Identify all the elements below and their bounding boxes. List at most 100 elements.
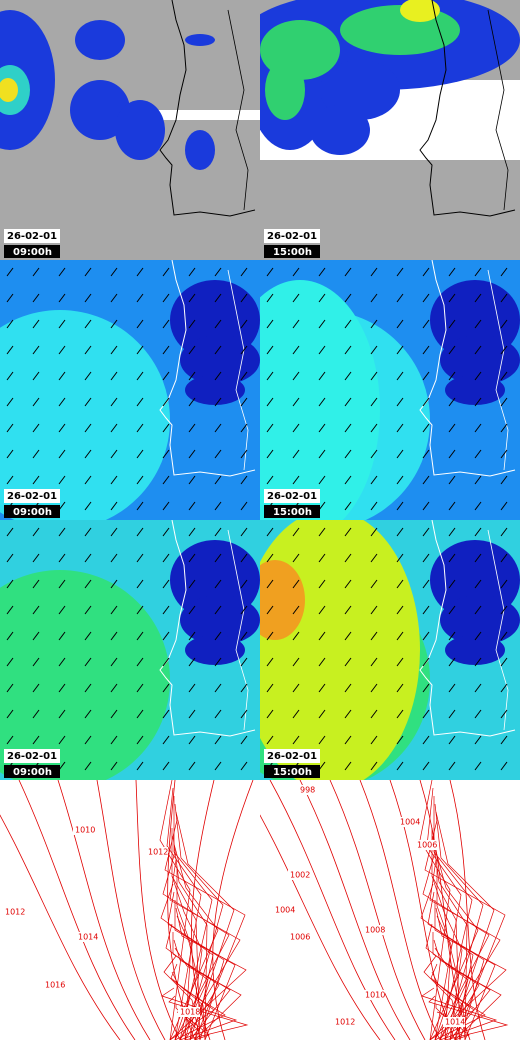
isobar	[175, 811, 235, 1040]
wind-arrow	[58, 683, 66, 693]
wind-arrow	[448, 605, 456, 615]
wind-arrow	[344, 475, 352, 485]
wind-arrow	[110, 449, 118, 459]
label-bg	[73, 825, 95, 835]
wind-arrow	[266, 423, 274, 433]
wind-arrow	[396, 397, 404, 407]
wind-arrow	[214, 605, 222, 615]
wind-arrow	[110, 501, 118, 511]
label-bg	[76, 932, 98, 942]
time-bg	[264, 765, 320, 778]
wind-arrow	[84, 371, 92, 381]
wind-arrow	[474, 475, 482, 485]
field	[260, 560, 305, 640]
wind-arrow	[136, 605, 144, 615]
isobar	[164, 819, 246, 1040]
wind-arrow	[188, 293, 196, 303]
wind-arrow	[110, 319, 118, 329]
date-bg	[4, 229, 60, 243]
wind-arrow	[500, 475, 508, 485]
wind-arrow	[58, 631, 66, 641]
wind-arrow	[448, 423, 456, 433]
wind-arrow	[474, 553, 482, 563]
wind-arrow	[448, 657, 456, 667]
wind-arrow	[448, 345, 456, 355]
field	[440, 595, 520, 645]
wind-arrow	[32, 293, 40, 303]
wind-arrow	[84, 657, 92, 667]
wind-arrow	[58, 657, 66, 667]
wind-arrow	[162, 527, 170, 537]
wind-arrow	[32, 397, 40, 407]
isobar-label: 1008	[365, 926, 385, 935]
wind-arrow	[84, 605, 92, 615]
isobar	[429, 907, 507, 1040]
isobar	[426, 787, 462, 1040]
wind-arrow	[162, 579, 170, 589]
wind-arrow	[136, 449, 144, 459]
precip	[115, 100, 165, 160]
wind-arrow	[6, 449, 14, 459]
wind-arrow	[188, 319, 196, 329]
wind-arrow	[292, 527, 300, 537]
wind-arrow	[344, 267, 352, 277]
label-bg	[146, 847, 168, 857]
wind-arrow	[396, 683, 404, 693]
wind-arrow	[448, 553, 456, 563]
wind-arrow	[214, 371, 222, 381]
wind-arrow	[370, 345, 378, 355]
wind-arrow	[474, 735, 482, 745]
wind-arrow	[344, 345, 352, 355]
date-bg	[264, 749, 320, 763]
wind-arrow	[240, 631, 248, 641]
wind-arrow	[188, 683, 196, 693]
wind-arrow	[110, 657, 118, 667]
wind-arrow	[370, 553, 378, 563]
wind-arrow	[422, 319, 430, 329]
isobar	[135, 780, 181, 1040]
label-bg	[178, 1007, 200, 1017]
date-bg	[264, 489, 320, 503]
time-label: 09:00h	[13, 247, 52, 258]
wind-arrow	[136, 319, 144, 329]
wind-arrow	[240, 579, 248, 589]
wind-arrow	[474, 397, 482, 407]
wind-arrow	[136, 579, 144, 589]
isobar-label: 1016	[45, 981, 65, 990]
wind-arrow	[474, 709, 482, 719]
field	[440, 335, 520, 385]
wind-arrow	[370, 267, 378, 277]
wind-arrow	[6, 345, 14, 355]
isobar-label: 1018	[180, 1008, 200, 1017]
wind-arrow	[110, 293, 118, 303]
isobar-label: 1012	[5, 908, 25, 917]
wind-arrow	[474, 579, 482, 589]
time-label: 15:00h	[273, 507, 312, 518]
isobar	[174, 803, 224, 1040]
isobar	[0, 814, 121, 1040]
wind-arrow	[370, 579, 378, 589]
map-panel: 26-02-01 15:00h	[260, 520, 520, 780]
wind-arrow	[32, 423, 40, 433]
wind-arrow	[500, 449, 508, 459]
wind-arrow	[110, 735, 118, 745]
wind-arrow	[500, 761, 508, 771]
wind-arrow	[292, 449, 300, 459]
isobar-label: 1006	[290, 933, 310, 942]
wind-arrow	[162, 657, 170, 667]
wind-arrow	[84, 293, 92, 303]
field	[0, 310, 170, 520]
wind-arrow	[58, 475, 66, 485]
wind-arrow	[266, 683, 274, 693]
wind-arrow	[136, 475, 144, 485]
wind-arrow	[240, 605, 248, 615]
wind-arrow	[240, 319, 248, 329]
wind-arrow	[318, 423, 326, 433]
border	[487, 529, 509, 731]
isobar	[260, 814, 381, 1040]
wind-arrow	[474, 267, 482, 277]
wind-arrow	[396, 527, 404, 537]
field	[180, 335, 260, 385]
wind-arrow	[214, 735, 222, 745]
wind-arrow	[500, 709, 508, 719]
